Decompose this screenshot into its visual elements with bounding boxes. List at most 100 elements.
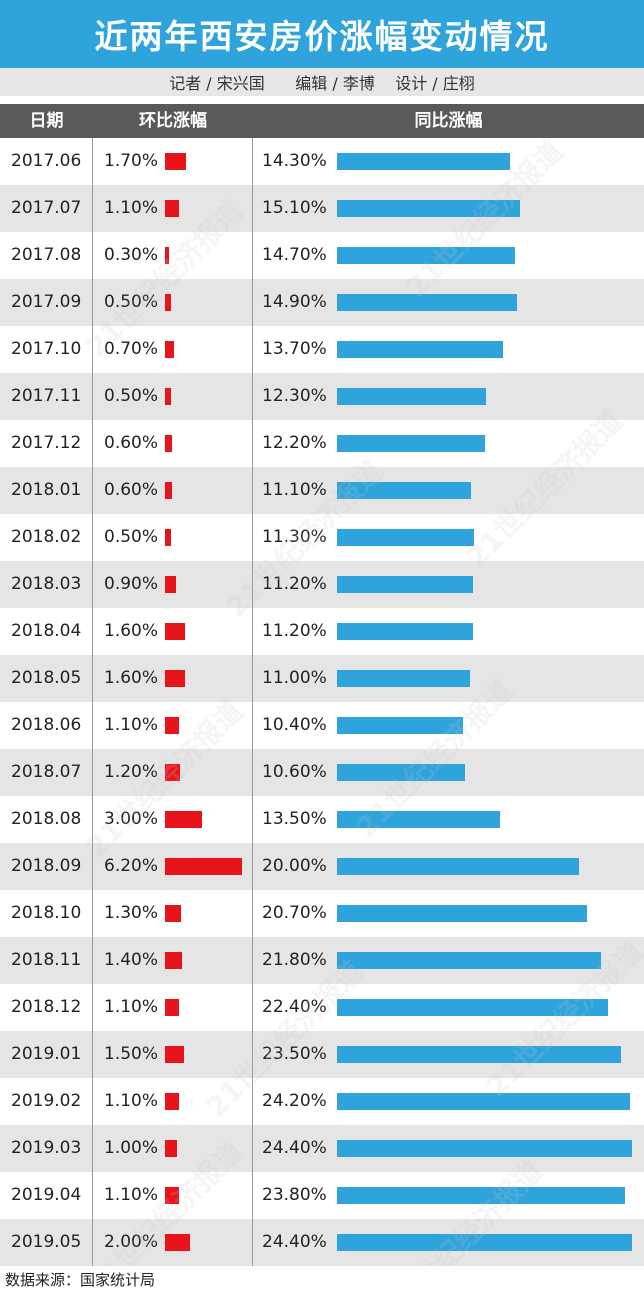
mom-value-label: 1.10% (104, 198, 159, 218)
yoy-bar (337, 1234, 633, 1251)
mom-value-label: 0.90% (104, 574, 159, 594)
yoy-value-label: 12.30% (262, 386, 327, 406)
yoy-bar (337, 858, 579, 875)
page-title: 近两年西安房价涨幅变动情况 (94, 17, 550, 56)
yoy-value-label: 11.30% (262, 527, 327, 547)
yoy-value-label: 11.10% (262, 480, 327, 500)
table-row: 2017.12 0.60% 12.20% (0, 420, 644, 467)
table-row: 2017.07 1.10% 15.10% (0, 185, 644, 232)
table-row: 2018.10 1.30% 20.70% (0, 890, 644, 937)
mom-bar (165, 200, 179, 217)
yoy-bar (337, 294, 518, 311)
table-row: 2018.05 1.60% 11.00% (0, 655, 644, 702)
yoy-bar (337, 200, 520, 217)
date-label: 2019.02 (11, 1091, 82, 1111)
mom-value-label: 6.20% (104, 856, 159, 876)
date-label: 2018.09 (11, 856, 82, 876)
table-row: 2018.12 1.10% 22.40% (0, 984, 644, 1031)
table-row: 2018.11 1.40% 21.80% (0, 937, 644, 984)
mom-value-label: 1.10% (104, 997, 159, 1017)
column-divider (252, 138, 253, 1266)
mom-bar (165, 294, 172, 311)
yoy-value-label: 12.20% (262, 433, 327, 453)
table-row: 2017.08 0.30% 14.70% (0, 232, 644, 279)
yoy-bar (337, 1093, 630, 1110)
credit-design: 设计 / 庄栩 (395, 74, 475, 93)
mom-value-label: 0.30% (104, 245, 159, 265)
yoy-bar (337, 482, 472, 499)
date-label: 2018.10 (11, 903, 82, 923)
mom-value-label: 0.50% (104, 386, 159, 406)
yoy-value-label: 10.60% (262, 762, 327, 782)
mom-value-label: 1.40% (104, 950, 159, 970)
date-label: 2018.07 (11, 762, 82, 782)
date-label: 2018.12 (11, 997, 82, 1017)
credits-bar: 记者 / 宋兴国 编辑 / 李博 设计 / 庄栩 (0, 68, 644, 96)
header-date: 日期 (29, 111, 64, 131)
yoy-bar (337, 1187, 625, 1204)
yoy-bar (337, 999, 609, 1016)
mom-bar (165, 1046, 184, 1063)
date-label: 2018.02 (11, 527, 82, 547)
mom-value-label: 0.60% (104, 480, 159, 500)
date-label: 2018.11 (11, 950, 82, 970)
mom-value-label: 0.50% (104, 292, 159, 312)
mom-bar (165, 153, 187, 170)
mom-bar (165, 482, 173, 499)
date-label: 2019.04 (11, 1185, 82, 1205)
date-label: 2017.07 (11, 198, 82, 218)
yoy-value-label: 11.20% (262, 574, 327, 594)
table-row: 2017.06 1.70% 14.30% (0, 138, 644, 185)
mom-bar (165, 623, 185, 640)
mom-value-label: 1.20% (104, 762, 159, 782)
yoy-bar (337, 764, 466, 781)
title-bar: 近两年西安房价涨幅变动情况 (0, 0, 644, 68)
table-row: 2018.08 3.00% 13.50% (0, 796, 644, 843)
table-row: 2018.03 0.90% 11.20% (0, 561, 644, 608)
table-row: 2019.03 1.00% 24.40% (0, 1125, 644, 1172)
table-header: 日期 环比涨幅 同比涨幅 (0, 104, 644, 138)
credit-gap (375, 73, 395, 92)
mom-bar (165, 905, 182, 922)
mom-value-label: 0.60% (104, 433, 159, 453)
mom-value-label: 1.70% (104, 151, 159, 171)
date-label: 2018.03 (11, 574, 82, 594)
yoy-value-label: 22.40% (262, 997, 327, 1017)
date-label: 2018.04 (11, 621, 82, 641)
date-label: 2017.11 (11, 386, 82, 406)
credit-gap (265, 73, 296, 92)
mom-bar (165, 576, 177, 593)
mom-value-label: 1.50% (104, 1044, 159, 1064)
table-row: 2019.05 2.00% 24.40% (0, 1219, 644, 1266)
mom-value-label: 1.60% (104, 668, 159, 688)
date-label: 2019.03 (11, 1138, 82, 1158)
yoy-value-label: 11.20% (262, 621, 327, 641)
mom-value-label: 0.70% (104, 339, 159, 359)
date-label: 2017.12 (11, 433, 82, 453)
mom-value-label: 1.10% (104, 1091, 159, 1111)
yoy-value-label: 11.00% (262, 668, 327, 688)
yoy-value-label: 13.70% (262, 339, 327, 359)
table-row: 2018.07 1.20% 10.60% (0, 749, 644, 796)
table-row: 2019.01 1.50% 23.50% (0, 1031, 644, 1078)
yoy-bar (337, 623, 473, 640)
yoy-value-label: 14.70% (262, 245, 327, 265)
mom-value-label: 1.30% (104, 903, 159, 923)
date-label: 2018.01 (11, 480, 82, 500)
date-label: 2018.05 (11, 668, 82, 688)
yoy-bar (337, 811, 501, 828)
yoy-bar (337, 952, 601, 969)
yoy-value-label: 14.90% (262, 292, 327, 312)
mom-bar (165, 388, 172, 405)
date-label: 2019.05 (11, 1232, 82, 1252)
yoy-value-label: 14.30% (262, 151, 327, 171)
yoy-value-label: 21.80% (262, 950, 327, 970)
yoy-bar (337, 388, 486, 405)
yoy-value-label: 13.50% (262, 809, 327, 829)
table-row: 2019.02 1.10% 24.20% (0, 1078, 644, 1125)
table-body: 2017.06 1.70% 14.30% 2017.07 1.10% 15.10% 2017… (0, 138, 644, 1266)
date-label: 2017.06 (11, 151, 82, 171)
date-label: 2019.01 (11, 1044, 82, 1064)
data-source: 数据来源：国家统计局 (5, 1271, 156, 1289)
header-mom: 环比涨幅 (139, 111, 207, 131)
